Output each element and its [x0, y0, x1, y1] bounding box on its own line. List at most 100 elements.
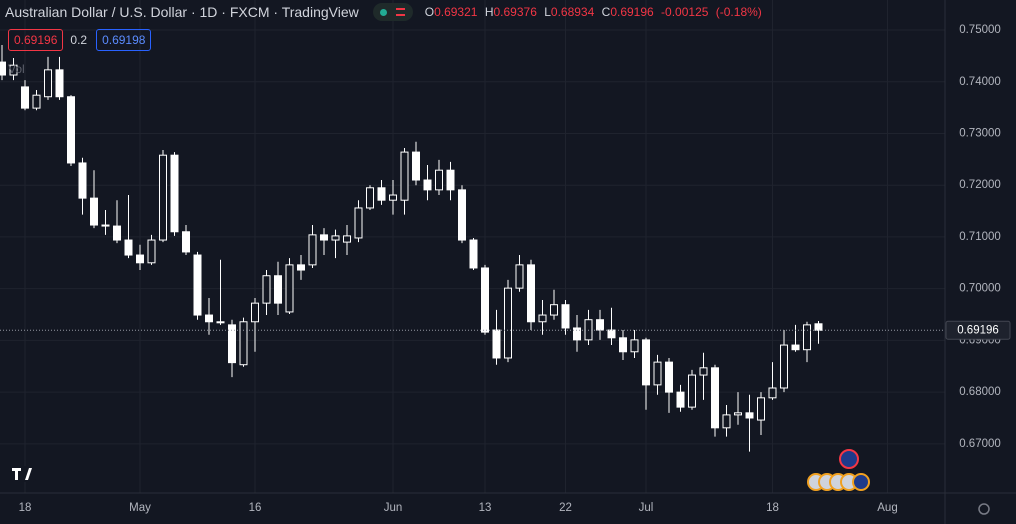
candle-body [274, 275, 282, 304]
event-icon[interactable] [852, 473, 870, 491]
candle-body [320, 234, 328, 241]
header: Australian Dollar / U.S. Dollar · 1D · F… [5, 3, 766, 21]
candle-body [538, 314, 547, 323]
candle-body [147, 239, 156, 264]
candle-body [711, 367, 719, 429]
candle-body [550, 304, 558, 316]
sell-button[interactable]: 0.69196 [8, 29, 64, 51]
candle-body [435, 169, 443, 191]
candle-body [389, 194, 397, 201]
candle-body [159, 154, 167, 241]
candle-body [297, 264, 305, 271]
candle-body [78, 162, 87, 199]
x-tick-label: Jul [639, 502, 654, 514]
settings-icon[interactable] [978, 503, 990, 515]
x-tick-label: 18 [766, 502, 779, 514]
candle-body [504, 287, 512, 359]
ohlc-legend: O0.69321 H0.69376 L0.68934 C0.69196 -0.0… [425, 5, 766, 19]
candle-body [630, 339, 639, 353]
y-tick-label: 0.70000 [959, 283, 1001, 295]
x-tick-label: Aug [877, 502, 897, 514]
market-status[interactable] [372, 3, 413, 21]
candle-body [596, 319, 604, 331]
candles [0, 45, 823, 452]
candle-body [699, 367, 708, 376]
y-tick-label: 0.75000 [959, 24, 1001, 36]
candle-body [780, 344, 788, 389]
candle-body [308, 234, 317, 266]
x-tick-label: Jun [384, 502, 403, 514]
ohlc-key: H [484, 5, 494, 19]
candle-body [9, 64, 18, 76]
candle-body [814, 323, 823, 331]
candle-body [745, 412, 754, 419]
candle-body [366, 187, 374, 209]
candle-body [446, 169, 455, 191]
change: -0.00125 [661, 5, 709, 19]
candle-body [492, 329, 501, 359]
change-percent: (-0.18%) [715, 5, 762, 19]
candle-body [67, 96, 75, 164]
x-tick-label: May [129, 502, 151, 514]
y-tick-label: 0.73000 [959, 127, 1001, 139]
candle-body [676, 391, 685, 408]
candle-body [400, 151, 409, 201]
candle-body [32, 94, 41, 109]
candle-body [458, 189, 466, 241]
candle-body [55, 69, 64, 98]
candle-body [285, 264, 294, 313]
y-tick-label: 0.72000 [959, 179, 1001, 191]
candle-body [377, 187, 386, 201]
candle-body [0, 61, 6, 76]
candle-body [44, 69, 52, 98]
candle-body [354, 207, 363, 239]
candle-body [423, 179, 432, 191]
y-tick-label: 0.74000 [959, 76, 1001, 88]
ohlc-value: 0.69321 [434, 5, 478, 19]
candle-body [21, 86, 29, 109]
buy-button[interactable]: 0.69198 [96, 29, 152, 51]
candle-body [239, 321, 248, 366]
event-icons [807, 449, 870, 491]
symbol-title: Australian Dollar / U.S. Dollar · 1D · F… [5, 4, 359, 20]
ohlc-value: 0.69376 [493, 5, 537, 19]
candle-body [124, 239, 133, 256]
event-icon[interactable] [839, 449, 859, 469]
candle-body [469, 239, 478, 269]
y-tick-label: 0.68000 [959, 386, 1001, 398]
candle-body [757, 397, 765, 421]
y-tick-label: 0.71000 [959, 231, 1001, 243]
candle-body [768, 387, 777, 399]
ohlc-key: O [424, 5, 435, 19]
volume-label[interactable]: Vol [8, 62, 25, 76]
candle-body [527, 264, 535, 323]
last-price-box [945, 320, 1011, 340]
candle-body [619, 337, 627, 353]
candle-body [481, 267, 489, 333]
candle-body [216, 321, 225, 324]
candle-body [170, 154, 179, 233]
candle-body [722, 414, 731, 429]
candle-body [101, 224, 110, 227]
candle-body [228, 324, 236, 364]
y-tick-label: 0.67000 [959, 438, 1001, 450]
spread: 0.2 [70, 33, 88, 47]
candle-body [331, 235, 340, 241]
candle-body [803, 324, 811, 351]
logo [12, 468, 32, 480]
candle-body [791, 344, 800, 351]
candle-body [653, 361, 662, 386]
candle-body [688, 374, 696, 408]
x-tick-label: 18 [19, 502, 32, 514]
candle-body [193, 254, 202, 316]
last-price-label: 0.69196 [957, 324, 999, 336]
candle-body [642, 339, 650, 386]
x-tick-label: 22 [559, 502, 572, 514]
candle-body [561, 304, 570, 329]
candle-body [343, 235, 351, 243]
ohlc-key: C [601, 5, 611, 19]
candle-body [205, 314, 213, 323]
